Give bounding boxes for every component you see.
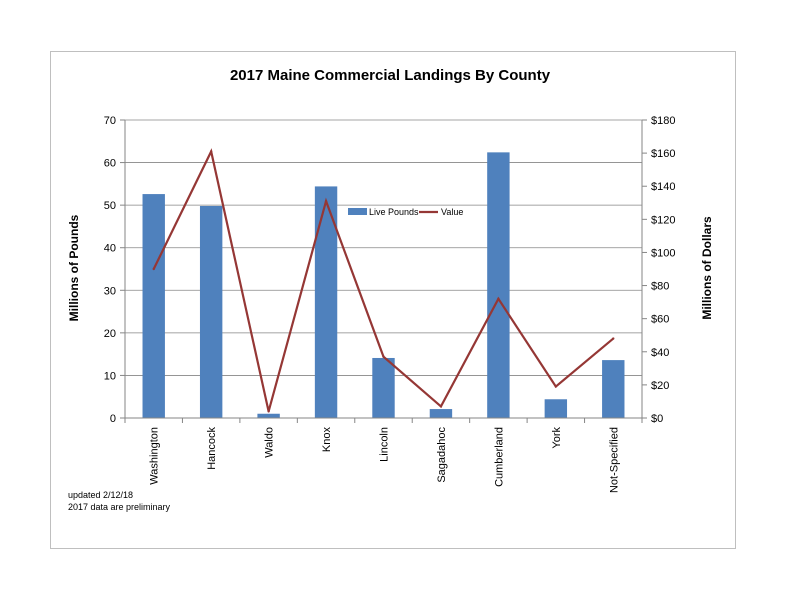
x-tick-label: Lincoln — [379, 427, 391, 462]
preliminary-note: 2017 data are preliminary — [68, 502, 171, 512]
bar-not-specified — [602, 360, 625, 418]
bar-hancock — [199, 205, 223, 418]
value-point-sagadahoc — [439, 405, 443, 408]
y-tick-label: 20 — [104, 328, 116, 340]
x-tick-label: York — [551, 427, 563, 449]
axes: 0 10 20 30 40 50 60 70 $0 $20 $40 $60 $80 $100 $120 $14… — [104, 115, 676, 493]
x-tick-label: Washington — [149, 427, 161, 485]
value-point-washington — [152, 267, 155, 271]
y-tick-label: 60 — [104, 158, 116, 170]
x-tick-label: Hancock — [206, 427, 218, 470]
y2-tick-label: $0 — [651, 413, 663, 425]
bar-series — [142, 152, 625, 418]
y2-tick-label: $120 — [651, 214, 675, 226]
y-tick-label: 50 — [104, 200, 116, 212]
y-axis-label: Millions of Pounds — [67, 214, 81, 321]
y2-tick-label: $80 — [651, 281, 669, 293]
x-tick-label: Knox — [321, 427, 333, 453]
y-tick-label: 10 — [104, 370, 116, 382]
value-point-not-specified — [612, 337, 615, 340]
y-tick-label: 0 — [110, 413, 116, 425]
value-point-waldo — [267, 410, 270, 413]
y2-tick-label: $40 — [651, 347, 669, 359]
x-tick-label: Cumberland — [493, 427, 505, 487]
x-tick-label: Not-Specified — [608, 427, 620, 493]
y-tick-label: 30 — [104, 285, 116, 297]
x-tick-label: Waldo — [264, 427, 276, 458]
bar-knox — [314, 186, 338, 418]
line-series — [152, 148, 615, 413]
x-tick-label: Sagadahoc — [436, 427, 448, 483]
value-point-york — [554, 385, 558, 388]
y2-tick-label: $60 — [651, 314, 669, 326]
y2-axis-label: Millions of Dollars — [700, 216, 714, 320]
legend-swatch-live-pounds — [348, 208, 367, 215]
y2-tick-label: $160 — [651, 148, 675, 160]
bar-sagadahoc — [429, 409, 453, 418]
value-point-knox — [324, 199, 328, 203]
y-tick-label: 70 — [104, 115, 116, 127]
y2-tick-label: $140 — [651, 181, 675, 193]
bar-washington — [142, 194, 165, 418]
y2-tick-label: $20 — [651, 380, 669, 392]
updated-note: updated 2/12/18 — [68, 490, 134, 500]
bar-lincoln — [372, 357, 395, 418]
legend: Live Pounds Value — [348, 207, 463, 217]
value-point-lincoln — [382, 355, 385, 358]
legend-label-value: Value — [441, 207, 463, 217]
chart-notes: updated 2/12/18 2017 data are preliminar… — [68, 489, 170, 513]
value-point-cumberland — [497, 297, 500, 300]
y-tick-label: 40 — [104, 243, 116, 255]
value-point-hancock — [209, 150, 213, 153]
bar-waldo — [257, 413, 280, 418]
bar-york — [544, 399, 568, 418]
y2-tick-label: $100 — [651, 247, 675, 259]
y2-tick-label: $180 — [651, 115, 675, 127]
bar-cumberland — [487, 152, 510, 418]
chart-frame — [50, 51, 736, 549]
chart-title: 2017 Maine Commercial Landings By County — [230, 67, 551, 84]
legend-label-live-pounds: Live Pounds — [369, 207, 419, 217]
